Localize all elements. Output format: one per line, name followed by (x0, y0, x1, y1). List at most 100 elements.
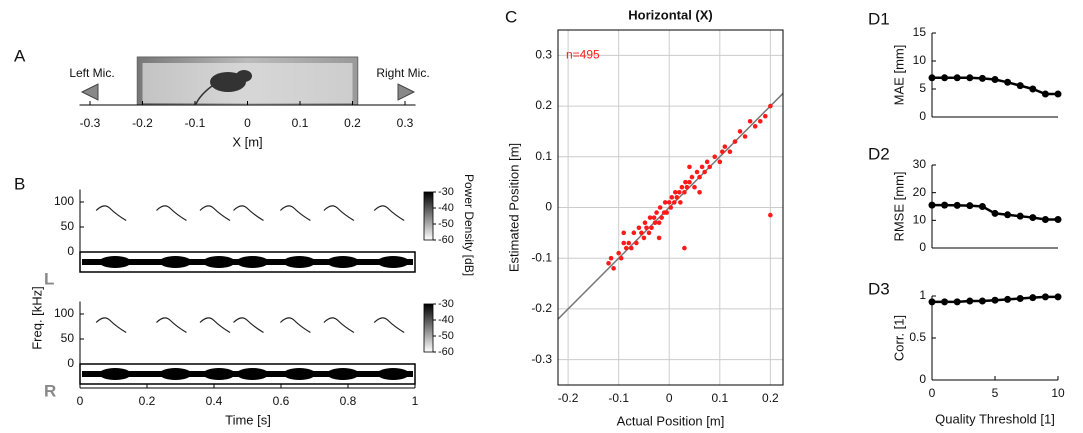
call-trace (323, 317, 355, 334)
call-trace (199, 317, 231, 334)
point (694, 169, 700, 175)
point (662, 200, 668, 205)
point (626, 240, 632, 246)
y-tick-label: 100 (54, 306, 74, 320)
channel-label: R (44, 381, 56, 400)
point (618, 255, 624, 261)
y-tick-label: 0.5 (909, 330, 926, 344)
x-tick-label: -0.1 (185, 116, 206, 130)
point (707, 164, 712, 170)
y-tick-label: 0 (919, 372, 926, 386)
photo-inner (142, 63, 353, 103)
mouse-head (236, 70, 252, 82)
y-tick-label: 0 (919, 109, 926, 123)
y-tick-label: 0 (545, 200, 552, 214)
point (682, 189, 687, 195)
panel-label: D1 (868, 9, 890, 28)
point (683, 179, 688, 185)
y-tick-label: 0.3 (535, 48, 552, 62)
point (616, 250, 621, 256)
y-tick-label: 50 (61, 331, 75, 345)
point (631, 230, 637, 236)
colorbar-label: Power Density [dB] (462, 174, 476, 276)
point (657, 205, 663, 210)
point (668, 205, 674, 210)
x-tick-label: 0 (244, 116, 251, 130)
point (687, 179, 692, 185)
point (978, 203, 986, 210)
panel-label: C (505, 7, 517, 26)
waveform-burst (377, 256, 410, 268)
panel-label: D3 (868, 279, 890, 298)
point (699, 164, 705, 170)
plot-frame (557, 29, 784, 386)
y-tick-label: 100 (54, 194, 74, 208)
waveform-burst (159, 256, 192, 268)
point (928, 201, 936, 209)
point (646, 230, 652, 236)
point (608, 255, 614, 261)
point (737, 129, 743, 134)
waveform-burst (377, 368, 410, 380)
call-trace (279, 317, 311, 334)
colorbar-tick-label: -50 (438, 330, 454, 342)
y-axis-label: Corr. [1] (891, 315, 906, 361)
point (656, 235, 662, 241)
point (669, 195, 675, 200)
y-tick-label: 10 (913, 213, 927, 227)
y-tick-label: 0 (919, 240, 926, 254)
y-axis-label: Estimated Position [m] (506, 143, 521, 272)
point (642, 220, 648, 226)
waveform-burst (99, 256, 132, 268)
point (991, 75, 999, 83)
point (682, 245, 687, 251)
right-mic (397, 83, 416, 101)
point (712, 154, 718, 160)
point (649, 225, 654, 231)
x-axis-label: X [m] (232, 134, 262, 149)
y-tick-label: 0.1 (535, 149, 552, 163)
point (966, 74, 974, 82)
colorbar (423, 303, 434, 353)
y-tick-label: 1 (919, 288, 926, 302)
y-tick-label: 5 (919, 81, 926, 95)
point (636, 225, 642, 231)
x-axis-label: Time [s] (225, 412, 271, 427)
point (953, 201, 961, 209)
point (966, 297, 974, 305)
point (623, 245, 629, 251)
point (1004, 211, 1012, 219)
point (621, 240, 627, 246)
x-tick-label: 0.2 (344, 116, 361, 130)
x-tick-label: -0.3 (80, 116, 101, 130)
y-tick-label: 30 (913, 157, 927, 171)
x-tick-label: 0.8 (340, 394, 357, 408)
point (966, 202, 974, 210)
point (757, 118, 763, 124)
point (978, 74, 986, 82)
point (1054, 293, 1062, 301)
point (928, 74, 936, 82)
point (727, 149, 733, 155)
y-axis-label: Freq. [kHz] (29, 286, 44, 350)
point (697, 189, 702, 195)
panel-label: D2 (868, 144, 890, 163)
x-tick-label: -0.1 (608, 391, 629, 405)
point (678, 200, 683, 205)
x-tick-label: 0 (929, 386, 936, 400)
point (732, 139, 738, 144)
x-tick-label: 0.3 (397, 116, 414, 130)
point (1016, 212, 1024, 220)
x-tick-label: 1 (412, 394, 419, 408)
point (689, 174, 695, 180)
point (652, 220, 658, 226)
point (679, 184, 685, 190)
x-tick-label: 0.1 (711, 391, 728, 405)
y-axis-label: RMSE [mm] (891, 171, 906, 241)
call-trace (156, 317, 187, 334)
point (674, 195, 680, 200)
y-tick-label: 15 (913, 25, 927, 39)
point (671, 200, 677, 205)
point (717, 159, 723, 165)
call-trace (233, 317, 264, 334)
